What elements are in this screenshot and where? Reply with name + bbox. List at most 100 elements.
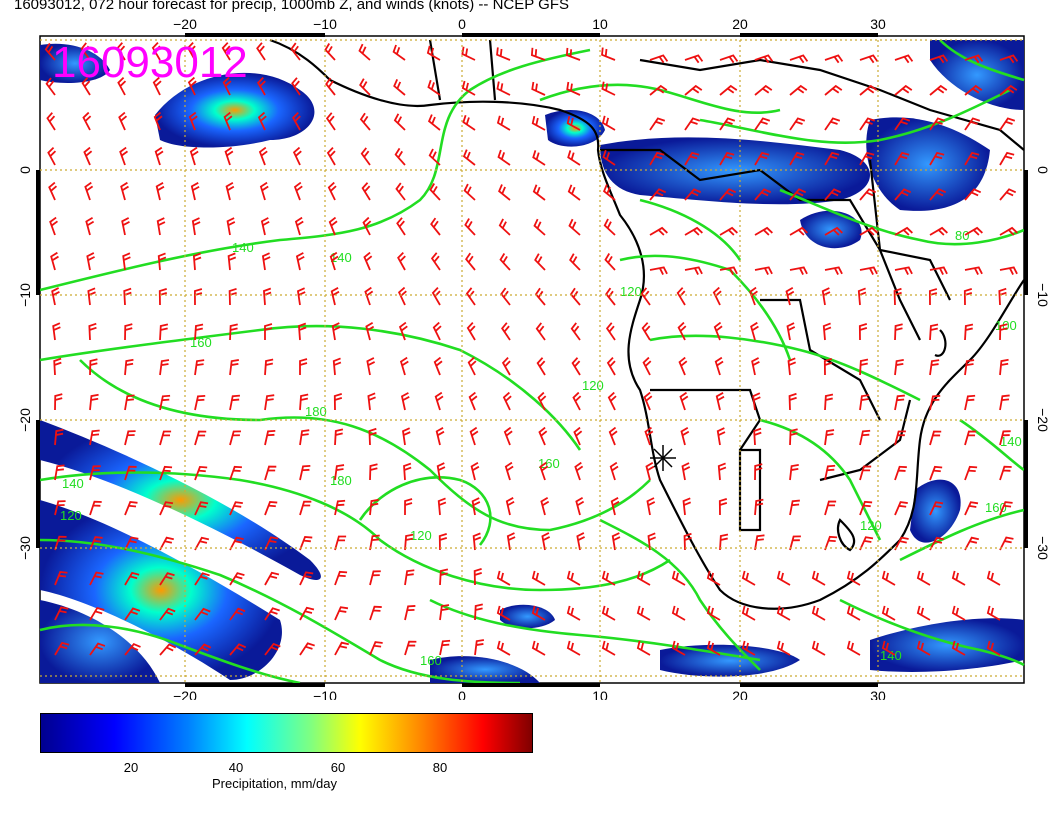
wind-barb [719, 533, 729, 551]
wind-barb [719, 266, 738, 275]
wind-barb [776, 605, 791, 621]
wind-barb [438, 533, 448, 551]
wind-barb [858, 323, 868, 341]
wind-barb [643, 391, 653, 411]
wind-barb [534, 253, 546, 271]
wind-barb [290, 42, 301, 61]
wind-barb [574, 461, 584, 481]
wind-barb [86, 252, 95, 271]
lon-tick-label: 0 [458, 688, 466, 700]
colorbar-tick: 20 [123, 760, 139, 775]
wind-barb [295, 252, 305, 271]
wind-barb [776, 570, 791, 586]
wind-barb [433, 356, 443, 376]
contour-label: 180 [330, 473, 352, 488]
wind-barb [671, 605, 686, 621]
wind-barb [264, 536, 279, 551]
wind-barb [124, 465, 137, 481]
wind-barb [334, 570, 348, 586]
wind-barb [536, 357, 546, 376]
wind-barb [229, 359, 239, 376]
wind-barb [537, 391, 547, 411]
wind-barb [298, 322, 307, 341]
wind-barb [331, 322, 341, 341]
wind-barb [606, 357, 616, 376]
wind-barb [501, 357, 511, 376]
wind-barb [601, 81, 616, 96]
wind-barb [636, 570, 651, 586]
wind-barb [881, 570, 896, 586]
wind-barb [859, 117, 876, 131]
wind-barb [224, 146, 234, 166]
wind-barb [754, 151, 770, 166]
wind-barb [369, 641, 383, 656]
wind-barb [824, 266, 843, 275]
wind-barb [82, 111, 92, 131]
wind-barb [789, 84, 808, 96]
wind-barb [468, 391, 478, 411]
wind-barb [531, 605, 546, 621]
wind-barb [881, 640, 896, 656]
wind-barb [326, 147, 336, 166]
wind-barb [684, 266, 703, 275]
wind-barb [299, 571, 314, 586]
wind-barb [118, 111, 128, 131]
wind-barb [999, 54, 1019, 64]
wind-barb [741, 605, 756, 621]
graticule [40, 39, 1024, 683]
wind-barb [471, 497, 481, 516]
wind-barb [404, 569, 415, 586]
wind-barb [500, 287, 511, 306]
wind-barb [159, 394, 171, 411]
wind-barb [264, 429, 276, 446]
wind-barb [713, 321, 723, 341]
wind-barb [964, 394, 976, 411]
wind-barb [504, 461, 514, 481]
wind-barb [567, 184, 581, 201]
wind-barb [641, 322, 651, 341]
wind-barb [859, 394, 870, 411]
wind-barb [531, 640, 546, 656]
wind-barb [368, 427, 377, 446]
wind-barb [361, 182, 371, 201]
wind-barb [754, 498, 764, 516]
wind-barb [124, 501, 138, 516]
wind-barb [430, 217, 441, 236]
wind-barb [328, 216, 338, 236]
wind-barb [52, 322, 61, 341]
wind-barb [611, 532, 621, 551]
wind-barb [430, 252, 441, 271]
wind-barb [649, 188, 667, 201]
wind-barb [601, 605, 616, 621]
wind-barb [461, 46, 476, 61]
wind-barb [751, 357, 760, 376]
wind-barb [54, 571, 68, 586]
wind-barb [116, 42, 126, 61]
wind-barb [671, 640, 686, 656]
wind-barb [964, 226, 983, 236]
wind-barb [706, 640, 721, 656]
wind-barb [605, 322, 616, 341]
wind-barb [859, 536, 874, 551]
wind-barb [404, 533, 414, 551]
wind-barb [649, 226, 668, 236]
wind-barb [601, 115, 616, 131]
wind-barb [999, 226, 1018, 236]
lon-tick-label: 10 [592, 16, 608, 32]
contour-label: 120 [860, 518, 882, 533]
wind-barb [333, 393, 343, 411]
wind-barb [681, 462, 691, 481]
wind-barb [824, 535, 838, 551]
wind-barb [824, 188, 842, 201]
wind-barb [46, 112, 56, 131]
wind-barb [462, 149, 476, 166]
wind-barb [325, 112, 336, 131]
wind-barb [916, 640, 931, 656]
wind-barb [646, 497, 656, 516]
lon-tick-label: −10 [313, 16, 337, 32]
wind-barb [264, 642, 281, 656]
wind-barb [473, 567, 482, 586]
wind-barb [788, 392, 797, 411]
wind-barb [999, 266, 1018, 275]
wind-barb [824, 393, 834, 411]
